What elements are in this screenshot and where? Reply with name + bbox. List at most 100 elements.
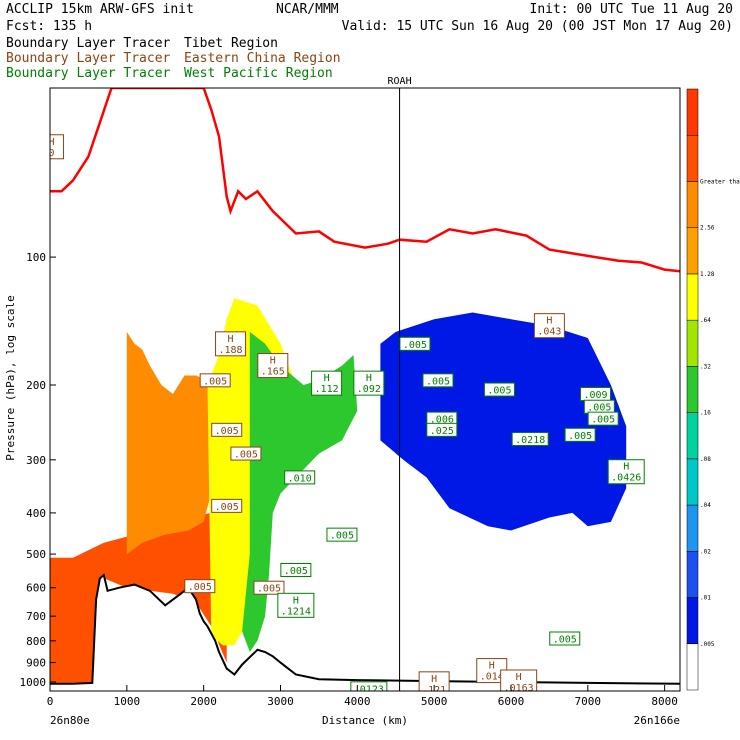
contour-label: H.1214 (277, 592, 315, 618)
contour-label-value: .1214 (281, 606, 311, 617)
colorbar-segment (686, 412, 699, 460)
contour-label-box (353, 370, 385, 396)
y-tick-label: 600 (26, 582, 46, 595)
contour-label: .009 (579, 387, 611, 402)
colorbar-segment (686, 366, 699, 413)
contour-label: H.165 (257, 353, 289, 379)
contour-label-box (280, 562, 312, 577)
y-tick-label: 100 (26, 251, 46, 264)
x-tick-label: 5000 (421, 695, 448, 708)
y-tick-label: 200 (26, 379, 46, 392)
y-tick-label: 700 (26, 610, 46, 623)
contour-label-value: .014 (480, 672, 504, 683)
colorbar-tick-label: Greater than (700, 178, 740, 185)
contour-label-box (211, 422, 243, 437)
contour-label: .005 (199, 373, 231, 388)
contour-label: .005 (230, 446, 262, 461)
contour-label-marker: H (293, 595, 299, 606)
colorbar-tick-label: .16 (700, 410, 711, 417)
legend-tracer-label: Boundary Layer Tracer (6, 36, 171, 51)
y-axis: 100 200 300 400 500 600 700 800 900 1000 (20, 251, 56, 689)
colorbar-tick-label: .04 (700, 502, 711, 509)
contour-label-marker: H (49, 137, 55, 148)
colorbar-segment (686, 227, 699, 275)
contour-label: H.092 (353, 370, 385, 396)
contour-label-value: .005 (553, 634, 577, 645)
legend-tracer-label: Boundary Layer Tracer (6, 51, 171, 66)
colorbar-segment (686, 597, 699, 645)
contour-label-value: .006 (430, 415, 454, 426)
contour-label: H.0163 (500, 669, 538, 691)
left-endpoint-label: 26n80e (50, 714, 90, 727)
contour-label-box (211, 498, 243, 513)
contour-label-box (399, 336, 431, 351)
contour-label-value: .0218 (515, 435, 545, 446)
contour-label-box (533, 313, 565, 339)
contour-label-marker: H (623, 462, 629, 473)
colorbar-segment (686, 643, 699, 691)
contour-label-box (422, 373, 454, 388)
contour-label-value: 0 (49, 148, 55, 159)
contour-label: .005 (184, 579, 216, 594)
colorbar-segment (686, 88, 699, 136)
x-tick-label: 1000 (114, 695, 141, 708)
contour-label-box (607, 459, 645, 485)
contour-label-box (418, 671, 450, 691)
colorbar-tick-label: .005 (700, 641, 715, 648)
colorbar-segment (686, 134, 699, 182)
colorbar-segment (686, 504, 699, 552)
colorbar-tick-label: 1.28 (700, 271, 715, 278)
colorbar-tick-label: .32 (700, 363, 711, 370)
x-tick-label: 7000 (575, 695, 602, 708)
colorbar-tick-label: 2.56 (700, 225, 715, 232)
contour-label-value: .010 (288, 473, 312, 484)
colorbar-segment (686, 181, 699, 228)
y-axis-label: Pressure (hPa), log scale (4, 295, 17, 461)
contour-label-value: .005 (591, 415, 615, 426)
contour-label-value: .009 (583, 390, 607, 401)
contour-label-box (257, 353, 289, 379)
contour-label: H.112 (311, 370, 343, 396)
header-valid: Valid: 15 UTC Sun 16 Aug 20 (00 JST Mon … (342, 19, 733, 34)
contour-label-box (483, 382, 515, 397)
legend-region-label: West Pacific Region (184, 66, 333, 81)
contour-label-value: .005 (403, 340, 427, 351)
contour-label-marker: H (366, 373, 372, 384)
contour-label-box (564, 427, 596, 442)
colorbar-segment (686, 551, 699, 598)
contour-label-box (311, 370, 343, 396)
contour-label-marker: H (270, 356, 276, 367)
contour-label: H.0426 (607, 459, 645, 485)
contour-label-value: .025 (430, 426, 454, 437)
x-axis-label: Distance (km) (322, 714, 408, 727)
contour-label-value: .005 (203, 376, 227, 387)
contour-label-value: .005 (188, 582, 212, 593)
contour-label-marker: H (516, 672, 522, 683)
contour-label: .025 (426, 422, 458, 437)
header-init: Init: 00 UTC Tue 11 Aug 20 (530, 2, 734, 17)
y-tick-label: 500 (26, 548, 46, 561)
contour-label: .005 (483, 382, 515, 397)
colorbar-tick-label: .02 (700, 548, 711, 555)
contour-label: .0123 (350, 681, 388, 695)
y-tick-label: 300 (26, 454, 46, 467)
header-source: NCAR/MMM (276, 2, 339, 17)
contour-label: H.121 (418, 671, 450, 691)
contour-label-value: .112 (315, 384, 339, 395)
legend-region-label: Eastern China Region (184, 51, 341, 66)
terrain-fill (50, 575, 680, 691)
contour-label-value: .0123 (354, 684, 384, 695)
contour-label-marker: H (489, 661, 495, 672)
x-tick-label: 2000 (190, 695, 217, 708)
y-tick-label: 800 (26, 635, 46, 648)
contour-label-value: .005 (587, 403, 611, 414)
contour-label-marker: H (228, 334, 234, 345)
contour-label: H0 (49, 134, 65, 160)
contour-label-marker: H (431, 674, 437, 685)
contour-label: H.043 (533, 313, 565, 339)
contour-label-box (549, 631, 581, 646)
contour-label-value: .092 (357, 384, 381, 395)
contour-label-value: .005 (215, 426, 239, 437)
contour-label-value: .005 (234, 450, 258, 461)
x-tick-label: 4000 (344, 695, 371, 708)
